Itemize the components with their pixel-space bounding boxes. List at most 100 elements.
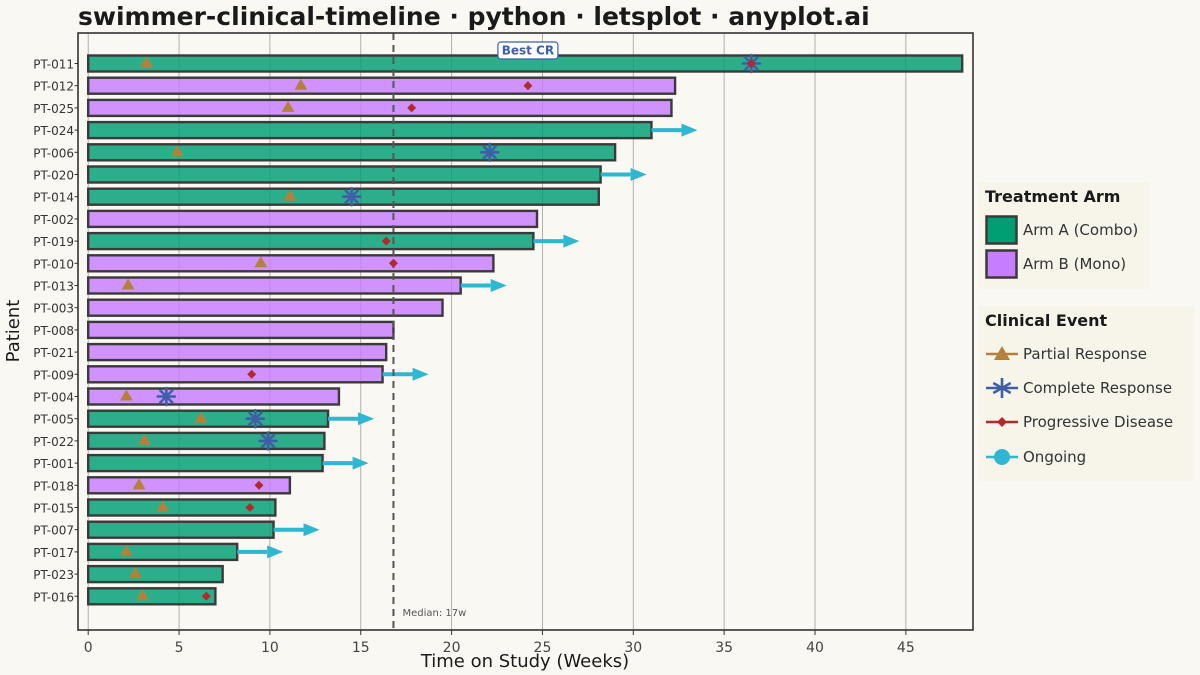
y-tick-label: PT-025 xyxy=(33,102,74,116)
bar-pt-005 xyxy=(86,409,330,428)
bar-pt-023 xyxy=(86,564,224,584)
bar-pt-006 xyxy=(86,143,617,162)
legend-item-arm-b: Arm B (Mono) xyxy=(985,249,1195,279)
legend-item-complete-response: Complete Response xyxy=(985,373,1195,403)
legend-title-event: Clinical Event xyxy=(985,311,1108,330)
x-tick-label: 30 xyxy=(624,640,642,656)
x-tick-label: 5 xyxy=(175,640,184,656)
partial-response-marker xyxy=(170,145,184,157)
y-tick-label: PT-005 xyxy=(33,413,74,427)
bar-pt-013 xyxy=(86,276,462,295)
partial-response-marker xyxy=(156,500,170,512)
bar-pt-009 xyxy=(86,365,384,384)
partial-response-marker xyxy=(119,389,133,401)
event-markers: Best CR xyxy=(119,41,762,601)
bar-pt-019 xyxy=(86,231,535,251)
bar-pt-010 xyxy=(86,254,495,273)
progressive-disease-marker xyxy=(254,480,264,490)
y-tick-label: PT-009 xyxy=(33,368,74,382)
partial-response-marker xyxy=(119,544,133,556)
ongoing-arrow-icon xyxy=(267,545,284,559)
y-tick-label: PT-010 xyxy=(33,257,74,271)
x-tick-label: 20 xyxy=(443,640,461,656)
legend-label-partial-response: Partial Response xyxy=(1023,345,1147,363)
partial-response-marker xyxy=(139,56,153,68)
bar-pt-004 xyxy=(86,387,341,406)
x-tick-label: 0 xyxy=(84,640,93,656)
legend-item-ongoing: Ongoing xyxy=(985,442,1195,472)
legend-clinical-event: Clinical Event Partial Response Complete… xyxy=(979,306,1195,481)
bar-pt-008 xyxy=(86,320,395,340)
ongoing-arrow-icon xyxy=(358,412,375,426)
bars xyxy=(86,54,964,606)
legend-item-progressive-disease: Progressive Disease xyxy=(985,407,1195,437)
y-tick-label: PT-018 xyxy=(33,479,74,493)
progressive-disease-marker xyxy=(523,81,533,91)
complete-response-marker xyxy=(156,386,177,407)
y-tick-label: PT-007 xyxy=(33,524,74,538)
chart-title: swimmer-clinical-timeline · python · let… xyxy=(78,2,870,31)
y-tick-label: PT-024 xyxy=(33,124,74,138)
y-tick-label: PT-015 xyxy=(33,502,74,516)
y-tick-label: PT-011 xyxy=(33,58,74,72)
progressive-disease-marker xyxy=(201,591,211,601)
ongoing-arrow-icon xyxy=(630,168,647,181)
asterisk-icon xyxy=(986,378,1018,398)
arm-b-swatch-icon xyxy=(985,249,1018,279)
y-tick-label: PT-001 xyxy=(33,457,74,471)
bar-pt-003 xyxy=(86,298,444,317)
median-label: Median: 17w xyxy=(402,608,466,619)
bar-pt-002 xyxy=(86,209,539,229)
y-tick-label: PT-016 xyxy=(33,590,74,604)
y-tick-label: PT-017 xyxy=(33,546,74,560)
y-tick-label: PT-012 xyxy=(33,80,74,94)
ongoing-arrow-icon xyxy=(681,123,698,137)
progressive-disease-marker xyxy=(746,59,756,68)
y-axis-label: Patient xyxy=(3,300,24,363)
progressive-disease-marker xyxy=(381,236,391,246)
y-tick-label: PT-002 xyxy=(33,213,74,227)
bar-pt-024 xyxy=(86,120,653,140)
legend-label-arm-b: Arm B (Mono) xyxy=(1023,255,1127,273)
bar-pt-017 xyxy=(86,542,239,562)
ongoing-arrows xyxy=(237,123,698,559)
partial-response-marker xyxy=(121,278,135,290)
y-tick-label: PT-004 xyxy=(33,391,74,405)
x-tick-label: 35 xyxy=(715,640,733,656)
x-tick-label: 25 xyxy=(534,640,552,656)
y-tick-label: PT-021 xyxy=(33,346,74,360)
progressive-disease-marker xyxy=(245,503,255,512)
complete-response-marker xyxy=(245,408,266,429)
complete-response-marker xyxy=(341,186,362,207)
axes: 0 5 10 15 20 25 30 35 40 45 PT-011 PT-012 PT-025 PT-0… xyxy=(33,58,914,657)
y-tick-label: PT-014 xyxy=(33,191,74,205)
legend-label-arm-a: Arm A (Combo) xyxy=(1023,221,1139,239)
y-tick-label: PT-023 xyxy=(33,568,74,582)
ongoing-arrow-icon xyxy=(352,456,369,470)
ongoing-arrow-icon xyxy=(490,279,507,292)
x-tick-label: 15 xyxy=(352,640,370,656)
partial-response-marker xyxy=(194,411,208,423)
x-tick-label: 40 xyxy=(806,640,824,656)
y-tick-label: PT-008 xyxy=(33,324,74,338)
y-tick-label: PT-019 xyxy=(33,235,74,249)
diamond-icon xyxy=(986,417,1018,427)
bar-pt-012 xyxy=(86,76,677,95)
partial-response-marker xyxy=(281,100,295,112)
x-tick-label: 10 xyxy=(261,640,279,656)
legend-label-complete-response: Complete Response xyxy=(1023,379,1173,397)
arm-a-swatch-icon xyxy=(985,215,1018,245)
bar-pt-021 xyxy=(86,342,388,362)
complete-response-marker xyxy=(258,431,278,451)
ongoing-arrow-icon xyxy=(412,367,429,381)
annotation-best-cr: Best CR xyxy=(502,44,554,58)
bar-pt-025 xyxy=(86,98,673,118)
legend-label-ongoing: Ongoing xyxy=(1023,448,1087,466)
x-tick-label: 45 xyxy=(897,640,915,656)
legend-treatment-arm: Treatment Arm Arm A (Combo) Arm B (Mono) xyxy=(979,182,1149,289)
circle-icon xyxy=(986,449,1018,465)
y-tick-label: PT-003 xyxy=(33,302,74,316)
partial-response-marker xyxy=(283,189,297,201)
progressive-disease-marker xyxy=(388,258,398,268)
